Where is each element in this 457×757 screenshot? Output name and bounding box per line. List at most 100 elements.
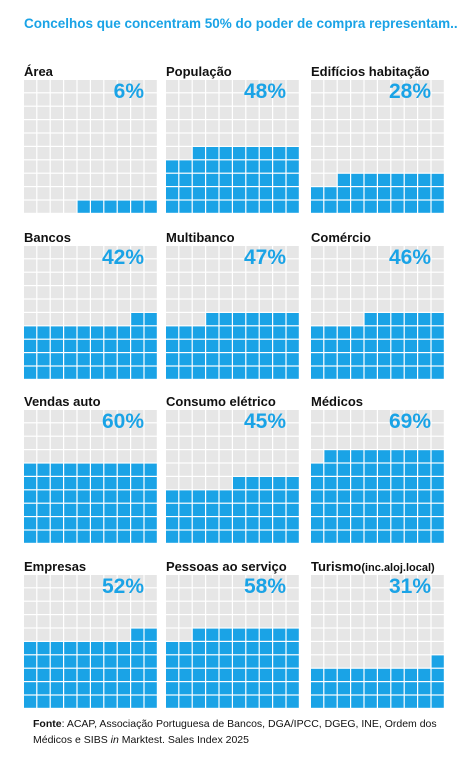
waffle-cell-filled — [50, 353, 63, 366]
waffle-cell-filled — [91, 642, 104, 655]
waffle-cell-filled — [311, 187, 324, 200]
waffle-cell-empty — [404, 299, 417, 312]
waffle-cell-filled — [391, 353, 404, 366]
waffle-cell-filled — [24, 463, 37, 476]
waffle-cell-empty — [273, 80, 286, 93]
waffle-cell-empty — [259, 299, 272, 312]
waffle-cell-filled — [431, 366, 444, 379]
waffle-cell-filled — [364, 200, 377, 213]
waffle-cell-empty — [364, 588, 377, 601]
waffle-cell-empty — [179, 80, 192, 93]
waffle-cell-empty — [206, 463, 219, 476]
waffle-cell-empty — [351, 106, 364, 119]
waffle-cell-empty — [91, 615, 104, 628]
waffle-cell-empty — [50, 160, 63, 173]
waffle-cell-filled — [77, 642, 90, 655]
waffle-cell-empty — [117, 575, 130, 588]
panel-label: Turismo(inc.aloj.local) — [311, 559, 435, 574]
waffle-cell-empty — [378, 80, 391, 93]
waffle-cell-empty — [246, 272, 259, 285]
waffle-cell-filled — [324, 490, 337, 503]
waffle-cell-empty — [144, 615, 157, 628]
waffle-cell-empty — [77, 246, 90, 259]
waffle-cell-filled — [273, 160, 286, 173]
waffle-cell-filled — [418, 463, 431, 476]
waffle-cell-filled — [364, 503, 377, 516]
waffle-cell-empty — [391, 80, 404, 93]
waffle-cell-filled — [378, 503, 391, 516]
waffle-cell-empty — [77, 173, 90, 186]
waffle-cell-filled — [144, 628, 157, 641]
waffle-cell-empty — [77, 286, 90, 299]
waffle-cell-empty — [351, 588, 364, 601]
waffle-cell-empty — [337, 299, 350, 312]
waffle-cell-filled — [246, 642, 259, 655]
waffle-cell-filled — [37, 642, 50, 655]
waffle-cell-empty — [206, 615, 219, 628]
waffle-cell-empty — [117, 450, 130, 463]
waffle-cell-empty — [117, 410, 130, 423]
waffle-cell-empty — [233, 93, 246, 106]
waffle-cell-filled — [246, 339, 259, 352]
waffle-cell-empty — [24, 259, 37, 272]
waffle-cell-empty — [404, 246, 417, 259]
waffle-cell-empty — [24, 147, 37, 160]
waffle-cell-filled — [311, 463, 324, 476]
waffle-cell-empty — [50, 575, 63, 588]
waffle-cell-empty — [378, 133, 391, 146]
waffle-cell-empty — [50, 450, 63, 463]
waffle-cell-empty — [246, 120, 259, 133]
waffle-cell-filled — [391, 187, 404, 200]
waffle-cell-empty — [64, 160, 77, 173]
waffle-cell-empty — [418, 80, 431, 93]
waffle-cell-empty — [77, 313, 90, 326]
waffle-cell-empty — [131, 272, 144, 285]
waffle-cell-empty — [233, 575, 246, 588]
waffle-cell-empty — [179, 246, 192, 259]
waffle-grid — [166, 575, 299, 708]
waffle-cell-empty — [131, 615, 144, 628]
waffle-cell-filled — [431, 187, 444, 200]
waffle-cell-empty — [311, 313, 324, 326]
waffle-cell-empty — [431, 246, 444, 259]
waffle-cell-empty — [404, 259, 417, 272]
waffle-cell-filled — [391, 339, 404, 352]
waffle-cell-filled — [144, 366, 157, 379]
waffle-cell-empty — [104, 601, 117, 614]
waffle-cell-empty — [391, 436, 404, 449]
waffle-cell-filled — [311, 503, 324, 516]
waffle-cell-filled — [233, 503, 246, 516]
waffle-cell-empty — [351, 642, 364, 655]
waffle-cell-empty — [50, 187, 63, 200]
waffle-cell-filled — [246, 477, 259, 490]
waffle-cell-filled — [431, 353, 444, 366]
waffle-cell-empty — [431, 436, 444, 449]
waffle-cell-filled — [418, 517, 431, 530]
waffle-cell-filled — [431, 339, 444, 352]
waffle-cell-empty — [91, 120, 104, 133]
waffle-cell-filled — [206, 642, 219, 655]
waffle-cell-empty — [64, 147, 77, 160]
waffle-cell-empty — [50, 410, 63, 423]
waffle-cell-filled — [64, 326, 77, 339]
waffle-cell-empty — [131, 246, 144, 259]
waffle-cell-empty — [286, 286, 299, 299]
waffle-cell-empty — [324, 628, 337, 641]
waffle-cell-empty — [77, 187, 90, 200]
waffle-cell-empty — [91, 450, 104, 463]
waffle-cell-empty — [431, 410, 444, 423]
waffle-cell-empty — [259, 575, 272, 588]
waffle-cell-empty — [24, 133, 37, 146]
waffle-cell-filled — [206, 682, 219, 695]
waffle-cell-empty — [50, 246, 63, 259]
waffle-cell-empty — [64, 313, 77, 326]
waffle-cell-empty — [418, 436, 431, 449]
waffle-cell-empty — [337, 436, 350, 449]
waffle-cell-empty — [418, 133, 431, 146]
waffle-cell-empty — [259, 588, 272, 601]
waffle-cell-empty — [364, 655, 377, 668]
waffle-cell-filled — [351, 668, 364, 681]
waffle-cell-empty — [117, 187, 130, 200]
waffle-cell-empty — [206, 477, 219, 490]
waffle-cell-empty — [286, 106, 299, 119]
